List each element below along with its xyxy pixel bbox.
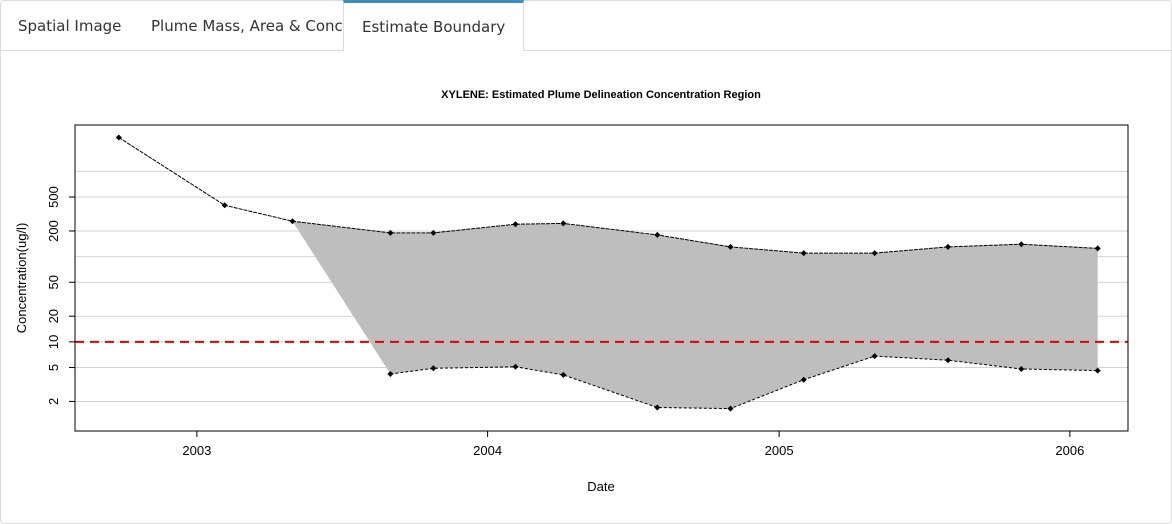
y-tick-label: 10 <box>46 335 61 349</box>
chart-svg: XYLENE: Estimated Plume Delineation Conc… <box>14 89 1129 494</box>
area-layer <box>292 221 1098 409</box>
lower-data-point <box>560 371 567 378</box>
plot-frame <box>74 124 1129 432</box>
x-tick-label: 2006 <box>1055 443 1084 458</box>
upper-data-point <box>1018 241 1025 248</box>
upper-data-point <box>560 220 567 227</box>
upper-data-point <box>512 221 519 228</box>
upper-data-point <box>654 231 661 238</box>
x-axis-label: Date <box>587 479 614 494</box>
plume-region-area <box>292 221 1098 409</box>
point-layer <box>115 134 1101 412</box>
y-tick-label: 200 <box>46 220 61 242</box>
lower-data-point <box>1094 367 1101 374</box>
lower-data-point <box>430 365 437 372</box>
x-tick-label: 2004 <box>473 443 502 458</box>
y-tick-label: 500 <box>46 186 61 208</box>
upper-bound-line <box>118 137 1098 254</box>
lower-data-point <box>654 404 661 411</box>
x-tick-label: 2003 <box>182 443 211 458</box>
upper-data-point <box>1094 245 1101 252</box>
tab-plume-mass-area-conc[interactable]: Plume Mass, Area & Conc. <box>151 17 348 35</box>
upper-data-point <box>289 218 296 225</box>
upper-data-point <box>430 229 437 236</box>
y-axis-label: Concentration(ug/l) <box>14 223 29 334</box>
lower-data-point <box>387 371 394 377</box>
chart-title: XYLENE: Estimated Plume Delineation Conc… <box>441 89 761 101</box>
axis-layer: 2003 2004 2005 2006 2 5 10 20 50 200 500 <box>46 186 1084 458</box>
upper-data-point <box>871 250 878 257</box>
x-tick-label: 2005 <box>765 443 794 458</box>
y-tick-label: 50 <box>46 275 61 289</box>
y-tick-label: 5 <box>46 364 61 371</box>
upper-data-point <box>727 243 734 250</box>
lower-data-point <box>512 363 519 370</box>
tab-bar: Spatial Image Plume Mass, Area & Conc. E… <box>0 0 1172 51</box>
y-tick-label: 2 <box>46 398 61 405</box>
lower-data-point <box>945 357 951 364</box>
upper-data-point <box>387 229 394 236</box>
lower-data-point <box>871 353 878 360</box>
lower-data-point <box>800 376 807 383</box>
upper-data-point <box>800 250 807 257</box>
lower-data-point <box>1018 366 1025 372</box>
tab-spatial-image[interactable]: Spatial Image <box>18 17 122 35</box>
upper-data-point <box>221 202 228 209</box>
upper-data-point <box>115 134 122 141</box>
tab-estimate-boundary[interactable]: Estimate Boundary <box>343 0 525 51</box>
estimate-boundary-chart: XYLENE: Estimated Plume Delineation Conc… <box>0 52 1172 522</box>
upper-data-point <box>945 243 951 250</box>
lower-data-point <box>727 405 734 412</box>
y-tick-label: 20 <box>46 309 61 323</box>
